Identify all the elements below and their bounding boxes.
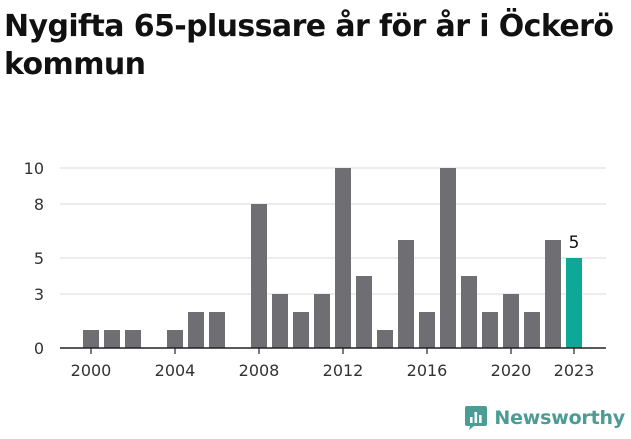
y-tick-label: 0 bbox=[34, 339, 44, 358]
x-tick-label: 2016 bbox=[407, 361, 448, 380]
bar bbox=[377, 330, 393, 348]
y-tick-label: 8 bbox=[34, 195, 44, 214]
bar bbox=[398, 240, 414, 348]
x-tick-label: 2004 bbox=[155, 361, 196, 380]
bar bbox=[461, 276, 477, 348]
data-labels: 5 bbox=[569, 233, 580, 253]
bar bbox=[335, 168, 351, 348]
bar bbox=[503, 294, 519, 348]
x-tick-label: 2020 bbox=[491, 361, 532, 380]
bar bbox=[314, 294, 330, 348]
bar bbox=[83, 330, 99, 348]
x-tick-label: 2012 bbox=[323, 361, 364, 380]
brand-name: Newsworthy bbox=[494, 407, 625, 429]
bar bbox=[566, 258, 582, 348]
brand-logo: Newsworthy bbox=[464, 403, 625, 433]
bars bbox=[83, 168, 582, 348]
x-tick-label: 2023 bbox=[554, 361, 595, 380]
x-tick-label: 2008 bbox=[239, 361, 280, 380]
y-tick-label: 3 bbox=[34, 285, 44, 304]
y-tick-label: 5 bbox=[34, 249, 44, 268]
bar bbox=[293, 312, 309, 348]
bar-chart-icon bbox=[465, 406, 488, 430]
bar bbox=[524, 312, 540, 348]
y-axis-labels: 0 3 5 8 10 bbox=[24, 159, 44, 358]
bar-chart: 0 3 5 8 10 2000 2004 2008 2012 2016 2020 2023 5 bbox=[24, 159, 606, 380]
x-axis-labels: 2000 2004 2008 2012 2016 2020 2023 bbox=[71, 361, 595, 380]
bar bbox=[251, 204, 267, 348]
bar bbox=[419, 312, 435, 348]
bar bbox=[482, 312, 498, 348]
bar bbox=[209, 312, 225, 348]
x-tick-label: 2000 bbox=[71, 361, 112, 380]
bar bbox=[167, 330, 183, 348]
x-axis-ticks bbox=[90, 348, 575, 354]
bar bbox=[188, 312, 204, 348]
chart-title: Nygifta 65-plussare år för år i Öckerö k… bbox=[4, 9, 614, 82]
bar bbox=[440, 168, 456, 348]
bar bbox=[272, 294, 288, 348]
data-label: 5 bbox=[569, 233, 580, 253]
gridlines bbox=[60, 167, 606, 295]
bar bbox=[356, 276, 372, 348]
bar bbox=[125, 330, 141, 348]
y-tick-label: 10 bbox=[24, 159, 44, 178]
bar bbox=[104, 330, 120, 348]
bar bbox=[545, 240, 561, 348]
